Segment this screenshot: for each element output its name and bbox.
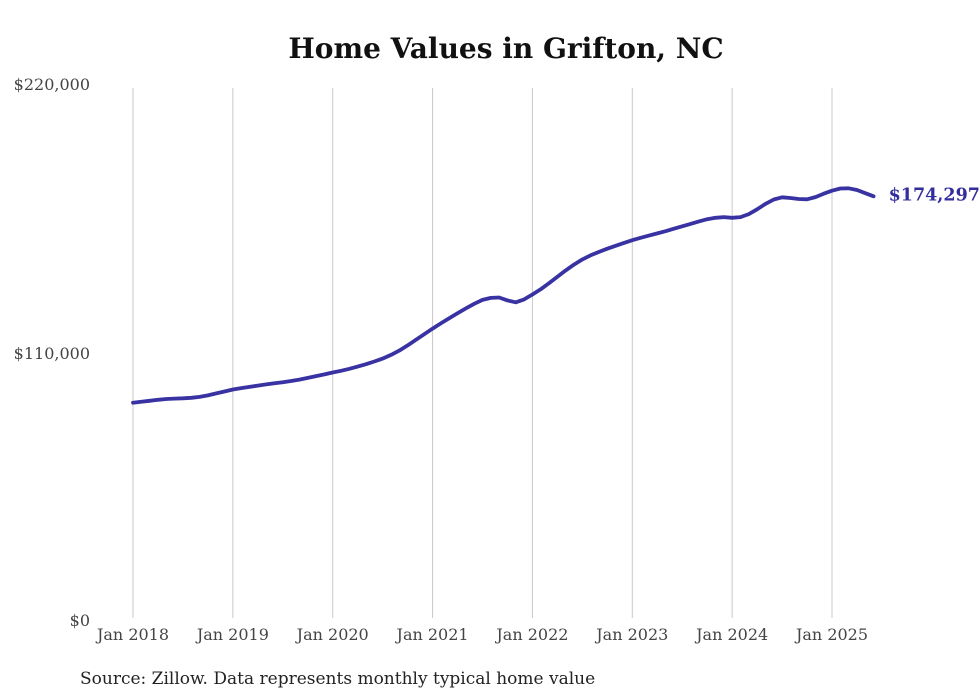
- x-tick-label-jan-2021: Jan 2021: [395, 625, 469, 644]
- x-tick-label-jan-2024: Jan 2024: [694, 625, 768, 644]
- x-tick-label-jan-2023: Jan 2023: [594, 625, 668, 644]
- end-value-label: $174,297: [889, 185, 980, 205]
- x-tick-label-jan-2018: Jan 2018: [95, 625, 169, 644]
- x-tick-label-jan-2022: Jan 2022: [494, 625, 568, 644]
- x-tick-label-jan-2020: Jan 2020: [295, 625, 369, 644]
- y-tick-label-0: $0: [70, 611, 90, 630]
- source-note: Source: Zillow. Data represents monthly …: [80, 669, 595, 689]
- gridlines: [132, 88, 833, 618]
- y-tick-label-110000: $110,000: [14, 344, 90, 363]
- y-axis-labels: $220,000 $110,000 $0: [14, 75, 90, 630]
- x-tick-label-jan-2025: Jan 2025: [794, 625, 868, 644]
- y-tick-label-220000: $220,000: [14, 75, 90, 94]
- home-value-line: [131, 186, 876, 405]
- x-axis-labels: Jan 2018 Jan 2019 Jan 2020 Jan 2021 Jan 2022…: [95, 625, 868, 644]
- x-tick-label-jan-2019: Jan 2019: [195, 625, 269, 644]
- chart-title: Home Values in Grifton, NC: [288, 32, 723, 65]
